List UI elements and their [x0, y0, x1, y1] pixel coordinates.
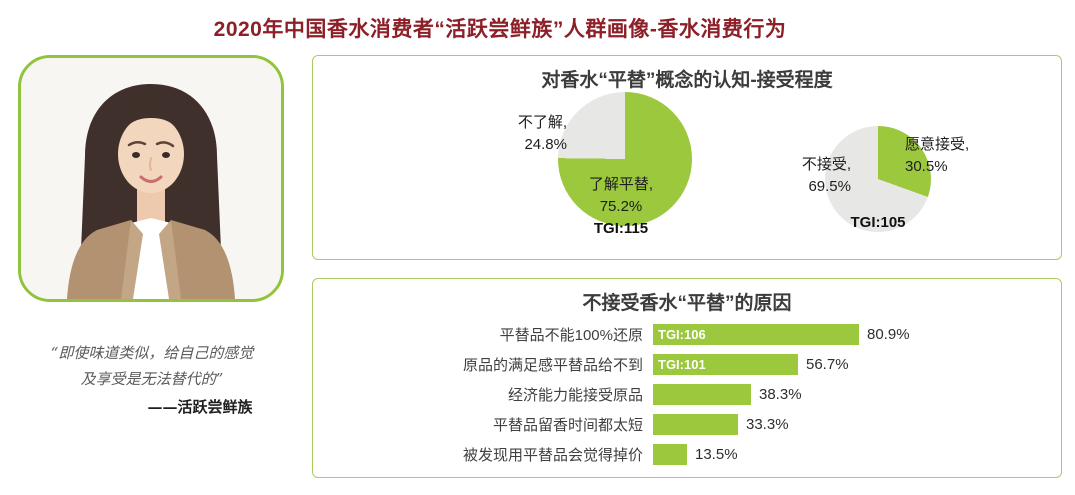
bar-tgi-label: TGI:101	[658, 356, 706, 372]
reasons-panel-title: 不接受香水“平替”的原因	[582, 293, 792, 314]
bar: TGI:101	[653, 353, 798, 375]
bar: TGI:106	[653, 323, 859, 345]
awareness-tgi: TGI:115	[593, 220, 649, 237]
awareness-panel-title: 对香水“平替”概念的认知-接受程度	[541, 70, 833, 91]
persona-photo-card	[18, 55, 284, 302]
awareness-aware-value: 75.2%	[599, 198, 643, 215]
reasons-bar-chart: 平替品不能100%还原 TGI:106 80.9% 原品的满足感平替品给不到 T…	[323, 319, 1051, 469]
acceptance-tgi: TGI:105	[850, 214, 906, 231]
awareness-panel: 对香水“平替”概念的认知-接受程度 不了解, 24.8% 了解平替, 75.2%…	[312, 55, 1062, 260]
acceptance-accept-text: 愿意接受,	[905, 136, 970, 153]
acceptance-reject-text: 不接受,	[801, 156, 851, 173]
acceptance-pie	[825, 126, 931, 232]
awareness-unaware-value: 24.8%	[524, 136, 567, 153]
awareness-aware-label: 了解平替, 75.2%	[561, 174, 681, 218]
persona-quote: “即使味道类似，给自己的感觉 及享受是无法替代的”	[10, 340, 294, 392]
bar-row: 经济能力能接受原品 38.3%	[323, 379, 1051, 409]
bar-row: 原品的满足感平替品给不到 TGI:101 56.7%	[323, 349, 1051, 379]
bar-value-label: 38.3%	[759, 385, 802, 403]
awareness-pie	[558, 92, 692, 226]
bar-row: 平替品留香时间都太短 33.3%	[323, 409, 1051, 439]
persona-photo	[21, 58, 281, 299]
bar-category-label: 原品的满足感平替品给不到	[462, 356, 643, 374]
bar-category-label: 平替品不能100%还原	[499, 326, 643, 344]
acceptance-accept-value: 30.5%	[905, 158, 948, 175]
bar-value-label: 80.9%	[867, 325, 910, 343]
acceptance-reject-label: 不接受, 69.5%	[749, 154, 851, 198]
acceptance-reject-value: 69.5%	[808, 178, 851, 195]
persona-quote-line1: “即使味道类似，给自己的感觉	[50, 344, 254, 362]
bar-category-label: 平替品留香时间都太短	[492, 416, 643, 434]
bar	[653, 443, 687, 465]
bar-tgi-label: TGI:106	[658, 326, 706, 342]
awareness-aware-text: 了解平替,	[588, 176, 654, 193]
reasons-panel: 不接受香水“平替”的原因 平替品不能100%还原 TGI:106 80.9% 原…	[312, 278, 1062, 478]
page-title: 2020年中国香水消费者“活跃尝鲜族”人群画像-香水消费行为	[213, 18, 787, 41]
persona-quote-line2: 及享受是无法替代的”	[80, 370, 224, 388]
awareness-unaware-text: 不了解,	[517, 114, 567, 131]
bar-value-label: 13.5%	[695, 445, 738, 463]
bar	[653, 413, 738, 435]
bar-category-label: 经济能力能接受原品	[507, 386, 643, 404]
bar-row: 被发现用平替品会觉得掉价 13.5%	[323, 439, 1051, 469]
bar	[653, 383, 751, 405]
persona-attribution: ——活跃尝鲜族	[147, 398, 253, 416]
bar-value-label: 33.3%	[746, 415, 789, 433]
bar-value-label: 56.7%	[806, 355, 849, 373]
acceptance-accept-label: 愿意接受, 30.5%	[905, 134, 1015, 178]
awareness-unaware-label: 不了解, 24.8%	[461, 112, 567, 156]
bar-category-label: 被发现用平替品会觉得掉价	[462, 446, 643, 464]
bar-row: 平替品不能100%还原 TGI:106 80.9%	[323, 319, 1051, 349]
